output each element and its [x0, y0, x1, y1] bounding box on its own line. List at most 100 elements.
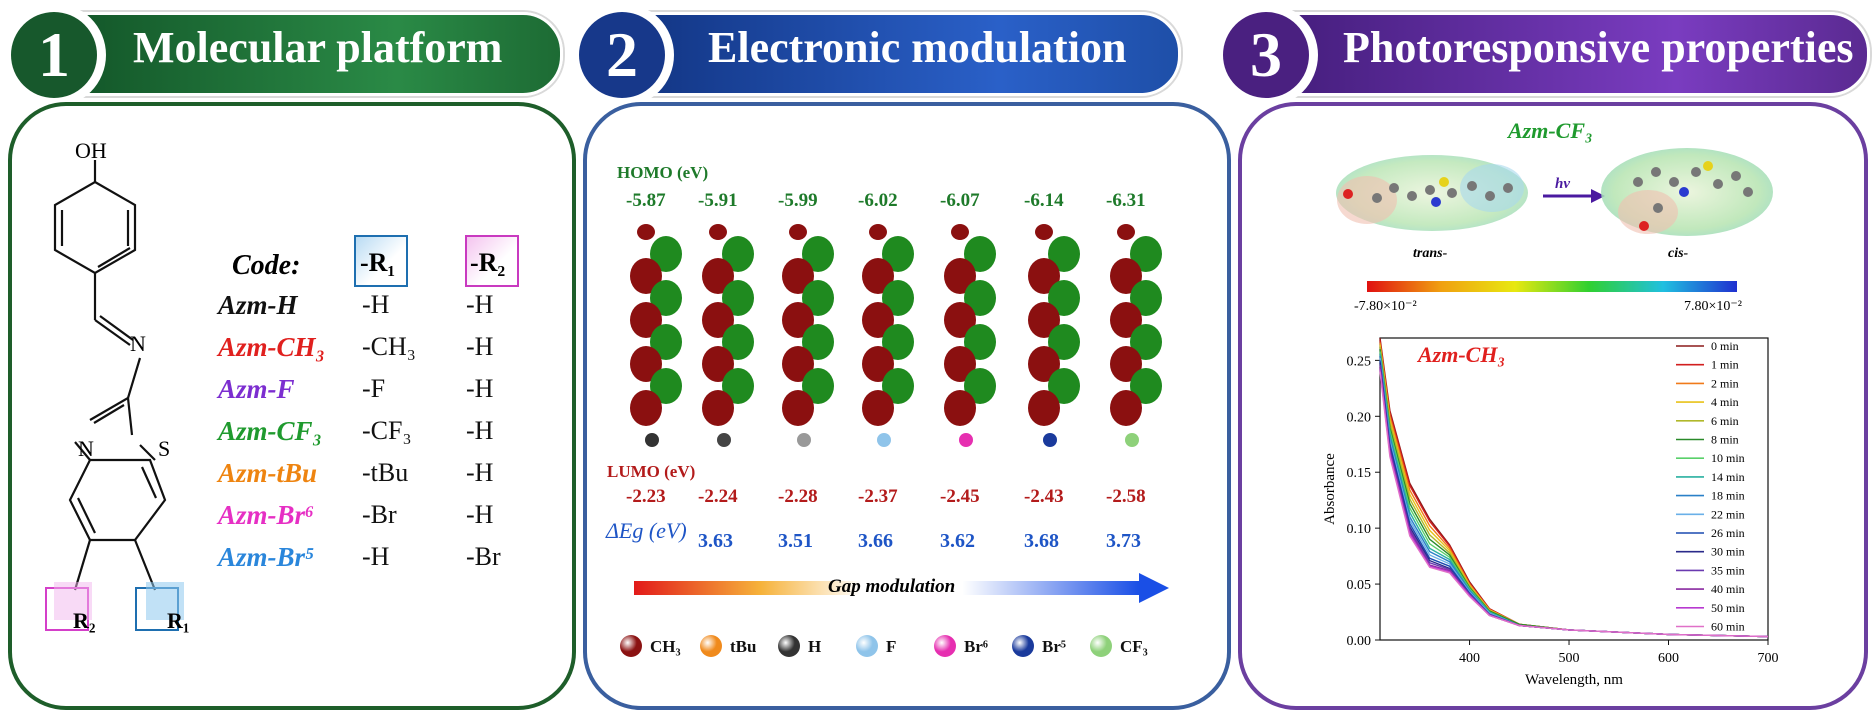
- y-tick-label: 0.20: [1347, 410, 1372, 425]
- orbital-lobe: [944, 302, 976, 338]
- x-tick-label: 400: [1459, 651, 1480, 666]
- gap-label: ΔEg (eV): [606, 518, 687, 544]
- orbital-lobe: [951, 224, 969, 240]
- r1-header-box: [354, 235, 408, 287]
- y-tick-label: 0.25: [1347, 354, 1372, 369]
- orbital-lobe: [709, 224, 727, 240]
- y-tick-label: 0.15: [1347, 466, 1372, 481]
- code-row-r2: -H: [466, 374, 494, 403]
- panel-2-number-badge: 2: [570, 3, 674, 107]
- code-row-name: Azm-H: [218, 290, 298, 320]
- legend-label: 50 min: [1711, 601, 1745, 615]
- gap-value: 3.73: [1106, 530, 1141, 552]
- code-row-name: Azm-CF₃: [218, 416, 322, 446]
- x-tick-label: 700: [1758, 651, 1779, 666]
- legend-label: 1 min: [1711, 358, 1739, 372]
- orbital-lobe: [1028, 346, 1060, 382]
- orbital-lobe: [1028, 390, 1060, 426]
- y-tick-label: 0.10: [1347, 522, 1372, 537]
- y-tick-label: 0.05: [1347, 578, 1372, 593]
- code-row-r1: -H: [362, 542, 390, 571]
- legend-label: 0 min: [1711, 339, 1739, 353]
- orbital-lobe: [882, 236, 914, 272]
- legend-label: 35 min: [1711, 563, 1745, 577]
- orbital-lobe: [944, 390, 976, 426]
- series-line: [1379, 349, 1769, 638]
- series-line: [1379, 360, 1769, 638]
- orbital-lobe: [944, 258, 976, 294]
- legend-atom-label: Br⁵: [1042, 637, 1066, 656]
- orbital-lobe: [882, 280, 914, 316]
- series-line: [1379, 367, 1769, 638]
- legend-atom-icon: [934, 635, 956, 657]
- orbital-lobe: [802, 324, 834, 360]
- esp-cis-surface: [1601, 148, 1773, 236]
- orbital-lobe: [802, 368, 834, 404]
- panel-2-title: Electronic modulation: [708, 23, 1127, 72]
- uv-vis-chart: 400 500 600 700 0.00 0.05 0.10 0.15 0.20 0.25 Wave…: [1322, 337, 1779, 688]
- panel-1-box: [8, 102, 576, 710]
- orbital-lobe: [722, 324, 754, 360]
- legend-atom-label: Br⁶: [964, 637, 988, 656]
- orbital-lobe: [1130, 280, 1162, 316]
- legend-atom-icon: [778, 635, 800, 657]
- orbital-tail-atom: [877, 433, 891, 447]
- legend-atom-icon: [1090, 635, 1112, 657]
- panel-1-number: 1: [11, 12, 97, 98]
- lumo-value: -2.24: [698, 486, 738, 507]
- orbital-lobe: [964, 324, 996, 360]
- code-row-r1: -tBu: [362, 458, 409, 487]
- orbital-lobe: [1028, 258, 1060, 294]
- x-tick-label: 500: [1559, 651, 1580, 666]
- orbital-lobe: [1048, 324, 1080, 360]
- legend-atom-icon: [620, 635, 642, 657]
- code-row-name: Azm-tBu: [218, 458, 318, 488]
- legend-label: 4 min: [1711, 395, 1739, 409]
- orbital-plot: [630, 224, 682, 447]
- legend-atom-icon: [1012, 635, 1034, 657]
- series-line: [1379, 344, 1769, 638]
- lumo-value: -2.23: [626, 486, 666, 507]
- orbital-lobe: [1028, 302, 1060, 338]
- orbital-lobe: [630, 302, 662, 338]
- orbital-lobe: [650, 324, 682, 360]
- esp-trans-surface: [1336, 155, 1528, 231]
- orbital-plot: [862, 224, 914, 447]
- gap-modulation-label: Gap modulation: [828, 576, 956, 597]
- orbital-lobe: [802, 280, 834, 316]
- orbital-lobe: [882, 368, 914, 404]
- series-line: [1379, 353, 1769, 638]
- orbital-lobe: [637, 224, 655, 240]
- legend-atom-label: F: [886, 637, 897, 656]
- hv-arrow: [1543, 189, 1605, 203]
- lumo-value: -2.58: [1106, 486, 1146, 507]
- code-row-r2: -H: [466, 500, 494, 529]
- code-header: Code:: [232, 250, 301, 281]
- orbital-lobe: [1130, 324, 1162, 360]
- orbital-lobe: [964, 280, 996, 316]
- code-row-r1: -F: [362, 374, 386, 403]
- orbital-lobe: [702, 258, 734, 294]
- lumo-value: -2.28: [778, 486, 818, 507]
- homo-value: -5.87: [626, 190, 666, 211]
- legend-label: 60 min: [1711, 620, 1745, 634]
- gap-modulation-arrow: [634, 573, 1169, 603]
- gap-value: 3.51: [778, 530, 813, 552]
- atom-label-imine-n: N: [130, 331, 146, 356]
- orbital-lobe: [782, 258, 814, 294]
- orbital-lobe: [862, 258, 894, 294]
- orbital-lobe: [882, 324, 914, 360]
- gap-value: 3.63: [698, 530, 733, 552]
- gap-value: 3.68: [1024, 530, 1059, 552]
- orbital-lobe: [862, 346, 894, 382]
- panel-3-number-badge: 3: [1214, 3, 1318, 107]
- panel-3-number: 3: [1223, 12, 1309, 98]
- orbital-plot: [1110, 224, 1162, 447]
- orbital-tail-atom: [1125, 433, 1139, 447]
- hv-label: hν: [1555, 176, 1570, 192]
- orbital-tail-atom: [717, 433, 731, 447]
- code-row-name: Azm-F: [218, 374, 295, 404]
- series-line: [1379, 351, 1769, 638]
- orbital-plots: [630, 224, 1162, 447]
- orbital-lobe: [1048, 236, 1080, 272]
